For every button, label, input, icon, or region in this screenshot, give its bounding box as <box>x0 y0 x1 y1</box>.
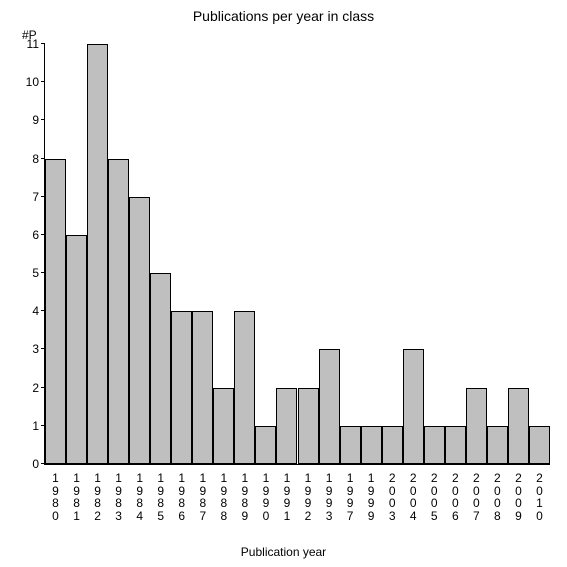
x-tick-label: 1984 <box>134 472 146 522</box>
bar <box>87 44 108 464</box>
bar <box>445 426 466 464</box>
x-tick-label: 1990 <box>260 472 272 522</box>
bar <box>234 311 255 464</box>
y-tick-label: 0 <box>32 457 45 471</box>
bar <box>487 426 508 464</box>
bar <box>66 235 87 464</box>
x-tick-label: 2007 <box>470 472 482 522</box>
y-tick-mark <box>41 43 45 44</box>
chart-title: Publications per year in class <box>0 8 567 24</box>
x-tick-label: 1999 <box>365 472 377 522</box>
x-tick-label: 1993 <box>323 472 335 522</box>
bar <box>213 388 234 464</box>
x-tick-label: 1980 <box>50 472 62 522</box>
bar <box>529 426 550 464</box>
chart-container: Publications per year in class #P 012345… <box>0 0 567 567</box>
y-tick-label: 8 <box>32 152 45 166</box>
y-tick-label: 5 <box>32 266 45 280</box>
x-tick-label: 1992 <box>302 472 314 522</box>
x-tick-label: 1991 <box>281 472 293 522</box>
y-tick-label: 1 <box>32 419 45 433</box>
y-tick-label: 7 <box>32 190 45 204</box>
x-tick-label: 1981 <box>71 472 83 522</box>
bar <box>108 159 129 464</box>
bar <box>129 197 150 464</box>
bar <box>361 426 382 464</box>
bar <box>150 273 171 464</box>
x-tick-label: 1987 <box>197 472 209 522</box>
bar <box>171 311 192 464</box>
bar <box>340 426 361 464</box>
bar <box>424 426 445 464</box>
y-tick-label: 3 <box>32 342 45 356</box>
x-tick-label: 1997 <box>344 472 356 522</box>
x-tick-label: 1985 <box>155 472 167 522</box>
x-axis-label: Publication year <box>0 545 567 559</box>
bar <box>403 349 424 464</box>
x-tick-label: 2009 <box>512 472 524 522</box>
x-tick-label: 2008 <box>491 472 503 522</box>
bar <box>466 388 487 464</box>
bar <box>508 388 529 464</box>
y-tick-mark <box>41 81 45 82</box>
bar <box>382 426 403 464</box>
x-tick-label: 1983 <box>113 472 125 522</box>
bar <box>276 388 297 464</box>
y-tick-label: 6 <box>32 228 45 242</box>
bar <box>255 426 276 464</box>
bar <box>192 311 213 464</box>
x-tick-label: 2005 <box>428 472 440 522</box>
x-tick-label: 2004 <box>407 472 419 522</box>
y-tick-mark <box>41 119 45 120</box>
x-tick-label: 1982 <box>92 472 104 522</box>
x-tick-label: 1989 <box>239 472 251 522</box>
plot-area: 0123456789101119801981198219831984198519… <box>44 44 550 465</box>
y-tick-label: 11 <box>27 37 45 51</box>
bar <box>45 159 66 464</box>
y-tick-label: 2 <box>32 381 45 395</box>
bar <box>298 388 319 464</box>
x-tick-label: 1986 <box>176 472 188 522</box>
x-tick-label: 2010 <box>533 472 545 522</box>
y-tick-label: 4 <box>32 304 45 318</box>
y-tick-label: 10 <box>26 75 45 89</box>
x-tick-label: 1988 <box>218 472 230 522</box>
x-tick-label: 2006 <box>449 472 461 522</box>
bar <box>319 349 340 464</box>
x-tick-label: 2003 <box>386 472 398 522</box>
y-tick-label: 9 <box>32 113 45 127</box>
